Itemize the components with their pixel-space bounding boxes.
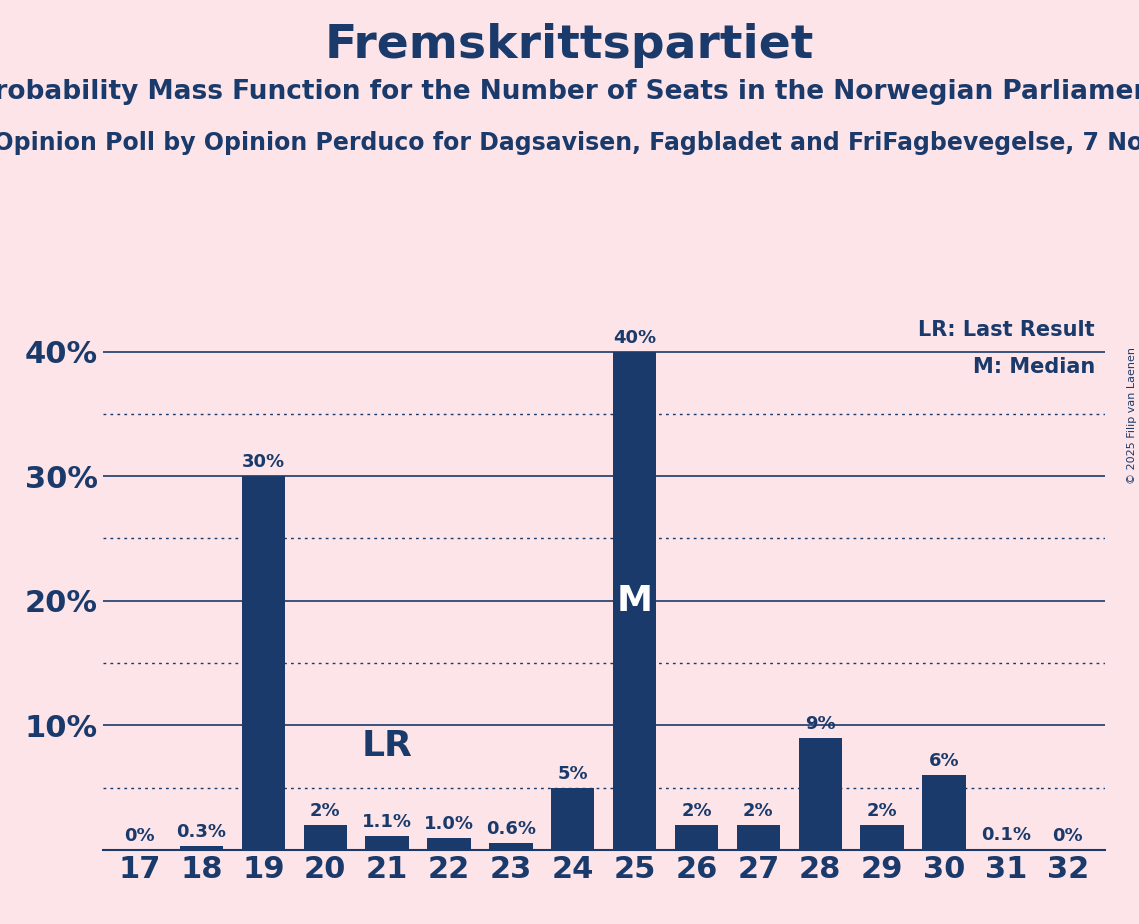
Text: 0%: 0% <box>124 827 155 845</box>
Bar <box>180 846 223 850</box>
Bar <box>551 788 595 850</box>
Text: 1.0%: 1.0% <box>424 815 474 833</box>
Text: LR: LR <box>362 729 412 763</box>
Bar <box>923 775 966 850</box>
Text: 40%: 40% <box>613 329 656 346</box>
Text: 2%: 2% <box>867 802 898 821</box>
Text: 2%: 2% <box>743 802 773 821</box>
Bar <box>304 825 347 850</box>
Text: Probability Mass Function for the Number of Seats in the Norwegian Parliament: Probability Mass Function for the Number… <box>0 79 1139 104</box>
Bar <box>490 843 533 850</box>
Bar <box>613 351 656 850</box>
Bar <box>860 825 903 850</box>
Text: 30%: 30% <box>241 453 285 471</box>
Bar <box>674 825 718 850</box>
Text: 0.1%: 0.1% <box>981 826 1031 844</box>
Text: 9%: 9% <box>805 715 836 733</box>
Text: © 2025 Filip van Laenen: © 2025 Filip van Laenen <box>1126 347 1137 484</box>
Text: Fremskrittspartiet: Fremskrittspartiet <box>325 23 814 68</box>
Text: 6%: 6% <box>928 752 959 771</box>
Text: 0%: 0% <box>1052 827 1083 845</box>
Bar <box>241 476 285 850</box>
Text: 1.1%: 1.1% <box>362 813 412 832</box>
Bar <box>737 825 780 850</box>
Text: 5%: 5% <box>557 765 588 783</box>
Text: 0.6%: 0.6% <box>486 820 535 838</box>
Bar <box>366 836 409 850</box>
Text: 2%: 2% <box>681 802 712 821</box>
Text: Based on an Opinion Poll by Opinion Perduco for Dagsavisen, Fagbladet and FriFag: Based on an Opinion Poll by Opinion Perd… <box>0 131 1139 155</box>
Text: M: M <box>616 584 653 618</box>
Bar <box>798 738 842 850</box>
Bar <box>984 849 1027 850</box>
Text: LR: Last Result: LR: Last Result <box>918 320 1095 339</box>
Text: M: Median: M: Median <box>973 357 1095 377</box>
Text: 0.3%: 0.3% <box>177 823 227 842</box>
Bar <box>427 838 470 850</box>
Text: 2%: 2% <box>310 802 341 821</box>
